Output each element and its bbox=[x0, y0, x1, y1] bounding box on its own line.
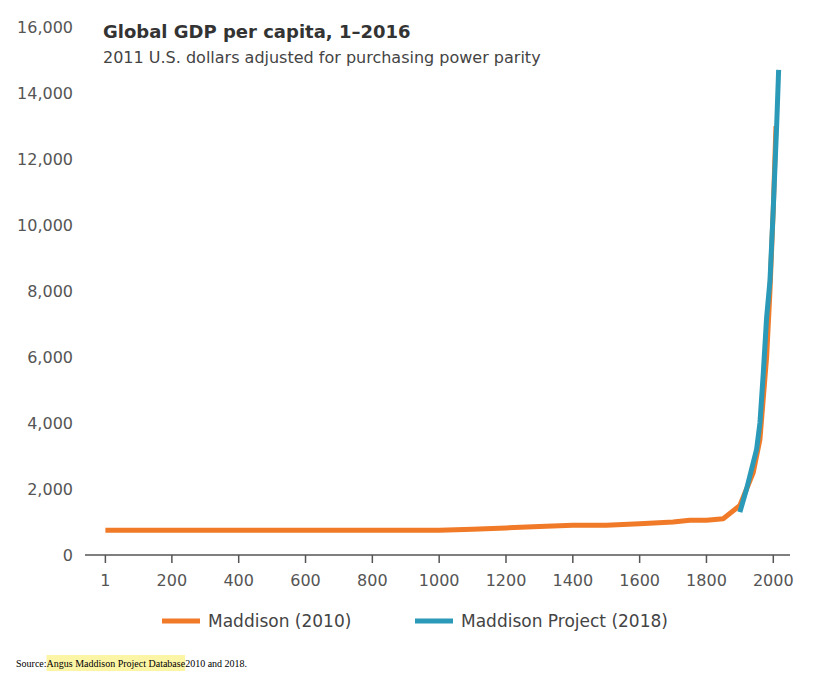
x-tick-label: 1400 bbox=[552, 571, 593, 590]
source-suffix: 2010 and 2018. bbox=[185, 658, 247, 669]
x-tick-label: 800 bbox=[357, 571, 388, 590]
x-tick bbox=[773, 555, 775, 563]
x-tick-label: 400 bbox=[223, 571, 254, 590]
x-tick-label: 1200 bbox=[486, 571, 527, 590]
y-tick-label: 2,000 bbox=[27, 480, 73, 499]
y-tick-label: 0 bbox=[63, 546, 73, 565]
x-tick-label: 1000 bbox=[419, 571, 460, 590]
title: Global GDP per capita, 1–2016 bbox=[103, 21, 411, 42]
x-tick-label: 2000 bbox=[753, 571, 794, 590]
x-tick bbox=[639, 555, 641, 563]
x-tick-label: 200 bbox=[157, 571, 188, 590]
y-tick-label: 14,000 bbox=[17, 84, 73, 103]
legend-swatch bbox=[162, 619, 200, 624]
series-line bbox=[105, 126, 776, 530]
source-prefix: Source: bbox=[16, 658, 47, 669]
source-highlight bbox=[47, 655, 186, 671]
x-tick bbox=[505, 555, 507, 563]
x-tick bbox=[372, 555, 374, 563]
x-tick bbox=[706, 555, 708, 563]
y-tick-label: 6,000 bbox=[27, 348, 73, 367]
legend-label: Maddison (2010) bbox=[208, 611, 351, 631]
y-tick-label: 12,000 bbox=[17, 150, 73, 169]
x-tick bbox=[171, 555, 173, 563]
legend-swatch bbox=[415, 619, 453, 624]
source-link[interactable]: Angus Maddison Project Database bbox=[47, 658, 186, 669]
x-tick-label: 1800 bbox=[686, 571, 727, 590]
x-tick-label: 1600 bbox=[619, 571, 660, 590]
subtitle: 2011 U.S. dollars adjusted for purchasin… bbox=[103, 48, 541, 67]
plot-area bbox=[105, 70, 778, 530]
x-tick bbox=[305, 555, 307, 563]
x-tick bbox=[572, 555, 574, 563]
legend-label: Maddison Project (2018) bbox=[461, 611, 668, 631]
series-line bbox=[740, 70, 779, 512]
y-tick-label: 8,000 bbox=[27, 282, 73, 301]
x-tick bbox=[438, 555, 440, 563]
x-tick bbox=[105, 555, 107, 563]
x-tick-label: 1 bbox=[100, 571, 110, 590]
y-tick-label: 10,000 bbox=[17, 216, 73, 235]
y-tick-label: 16,000 bbox=[17, 18, 73, 37]
x-axis-line bbox=[85, 554, 790, 556]
x-tick-label: 600 bbox=[290, 571, 321, 590]
x-tick bbox=[238, 555, 240, 563]
chart: 0 2,000 4,000 6,000 8,000 10,000 12,000 14,000 1… bbox=[0, 0, 817, 682]
y-tick-label: 4,000 bbox=[27, 414, 73, 433]
